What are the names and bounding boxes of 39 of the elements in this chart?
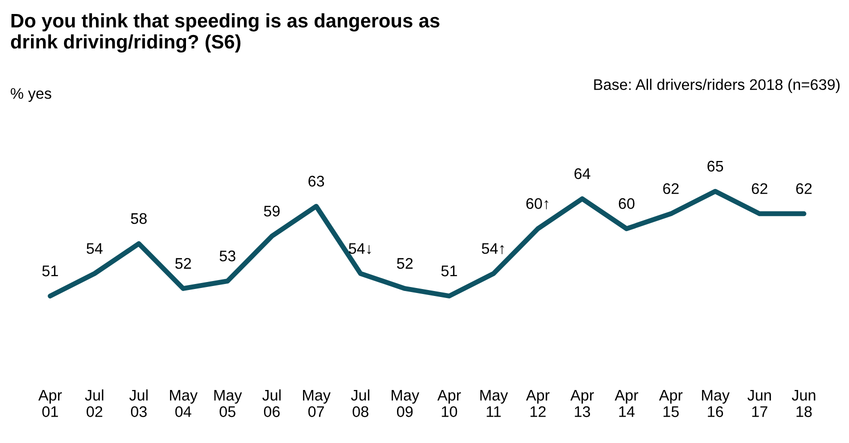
x-tick-label: Jun 18 <box>792 390 816 418</box>
data-label: 60 <box>618 198 634 210</box>
x-tick-label: Jun 17 <box>747 390 771 417</box>
x-tick-label: Jul 06 <box>262 389 281 418</box>
x-tick-label: May 11 <box>480 390 508 417</box>
data-label: 65 <box>708 160 724 172</box>
x-tick-label: Apr 14 <box>614 390 638 417</box>
x-tick-label: May 05 <box>214 390 242 418</box>
x-tick-label: Apr 10 <box>437 390 461 418</box>
data-label: 62 <box>752 183 768 194</box>
data-label: 51 <box>441 266 457 276</box>
x-tick-label: Jul 02 <box>84 389 104 418</box>
data-label: 54↑ <box>482 243 504 254</box>
x-tick-label: Apr 12 <box>526 390 550 417</box>
x-tick-label: May 09 <box>392 390 420 418</box>
text: % yes <box>10 88 52 102</box>
data-label: 60↑ <box>526 198 548 210</box>
data-label: 54 <box>86 243 103 254</box>
data-label: 62 <box>796 183 812 194</box>
x-tick-label: Jul 03 <box>129 389 148 418</box>
data-label: 62 <box>663 183 679 194</box>
x-tick-label: Apr 01 <box>38 390 62 418</box>
chart-title: Do you think that speeding is as dangerous as drink driving/riding? (S6) <box>10 13 440 53</box>
data-label: 59 <box>264 206 280 216</box>
x-tick-label: Apr 13 <box>570 390 594 418</box>
data-label: 53 <box>220 250 236 262</box>
x-tick-label: Apr 15 <box>659 390 683 418</box>
x-tick-label: May 04 <box>170 390 198 418</box>
data-label: 52 <box>396 258 413 269</box>
x-tick-label: May 07 <box>303 390 331 418</box>
data-label: 63 <box>308 176 324 187</box>
data-label: 54↓ <box>348 243 371 254</box>
data-label: 52 <box>175 258 191 269</box>
x-tick-label: May 16 <box>702 390 730 418</box>
data-label: 51 <box>42 266 58 276</box>
data-label: 64 <box>574 168 590 180</box>
data-label: 58 <box>130 213 147 224</box>
x-tick-label: Jul 08 <box>351 389 370 418</box>
text: Base: All drivers/riders 2018 (n=639) <box>594 78 840 94</box>
